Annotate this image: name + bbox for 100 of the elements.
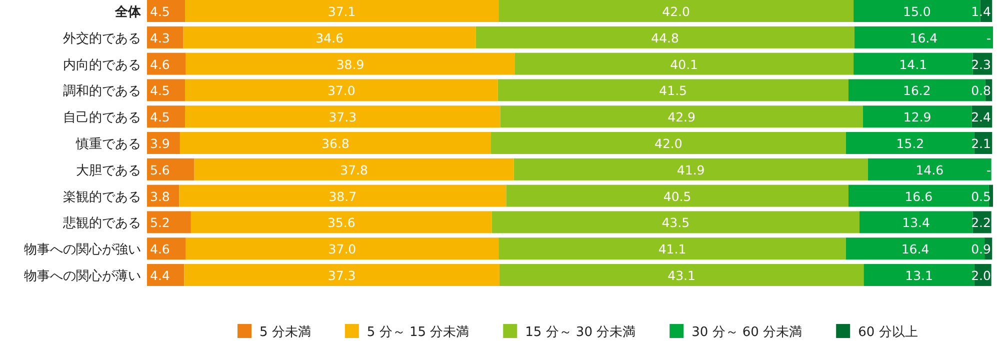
y-tick-label: 大胆である bbox=[76, 163, 141, 178]
bar bbox=[490, 132, 846, 154]
data-label: 0.9 bbox=[971, 242, 992, 257]
data-label: 2.0 bbox=[971, 268, 992, 283]
bar bbox=[147, 238, 186, 260]
data-label: 14.1 bbox=[899, 56, 928, 72]
data-label: 36.8 bbox=[322, 136, 350, 151]
y-tick-label: 全体 bbox=[114, 5, 142, 20]
data-label: 2.3 bbox=[971, 56, 991, 72]
data-label: 1.4 bbox=[971, 4, 992, 19]
data-label: 37.0 bbox=[327, 83, 356, 98]
data-label: 37.3 bbox=[328, 268, 356, 283]
data-label: 0.8 bbox=[971, 83, 992, 98]
bar bbox=[498, 238, 846, 260]
data-label: 35.6 bbox=[327, 215, 356, 230]
bar bbox=[506, 184, 848, 207]
bar bbox=[179, 184, 506, 207]
data-label: 37.1 bbox=[328, 4, 356, 19]
data-label: 5.6 bbox=[150, 162, 170, 178]
data-label: 37.0 bbox=[328, 242, 356, 257]
y-tick-label: 外交的である bbox=[63, 30, 141, 46]
y-tick-label: 楽観的である bbox=[63, 190, 141, 205]
bar bbox=[184, 264, 500, 286]
bar bbox=[185, 0, 499, 22]
bar bbox=[147, 264, 184, 286]
data-label: 42.0 bbox=[662, 4, 690, 19]
data-label: 4.4 bbox=[150, 268, 170, 283]
y-tick-label: 悲観的である bbox=[62, 216, 141, 232]
bar bbox=[180, 132, 491, 154]
bar bbox=[147, 132, 180, 154]
data-label: 41.5 bbox=[659, 83, 688, 98]
bar bbox=[183, 26, 476, 48]
bar bbox=[186, 238, 499, 260]
bar bbox=[498, 79, 848, 102]
bar bbox=[498, 0, 854, 22]
bar bbox=[514, 52, 854, 75]
legend-label: 60 分以上 bbox=[858, 325, 918, 340]
bar bbox=[185, 79, 498, 102]
data-label: 2.4 bbox=[971, 110, 992, 125]
data-label: 42.0 bbox=[654, 136, 682, 151]
bar bbox=[190, 211, 492, 234]
bar bbox=[499, 264, 864, 286]
bar bbox=[514, 158, 868, 180]
y-tick-label: 物事への関心が強い bbox=[24, 242, 141, 258]
data-label: 15.0 bbox=[903, 4, 931, 19]
bar bbox=[859, 211, 973, 234]
bar bbox=[147, 0, 186, 22]
bar bbox=[868, 158, 992, 180]
bar bbox=[185, 106, 500, 128]
data-label: 13.1 bbox=[905, 268, 933, 283]
data-label: 38.7 bbox=[328, 188, 357, 204]
y-tick-label: 物事への関心が薄い bbox=[24, 268, 141, 284]
data-label: 4.6 bbox=[150, 56, 170, 72]
data-label: 38.9 bbox=[336, 56, 364, 72]
data-label: 3.8 bbox=[150, 188, 170, 204]
data-label: 14.6 bbox=[916, 162, 944, 178]
data-label: 37.8 bbox=[340, 162, 368, 178]
legend-label: 5 分～ 15 分未満 bbox=[366, 325, 470, 340]
bar bbox=[862, 106, 972, 128]
data-label: 37.3 bbox=[328, 110, 357, 125]
data-label: 4.5 bbox=[150, 83, 170, 98]
data-label: 15.2 bbox=[896, 136, 924, 151]
data-label: 40.5 bbox=[663, 188, 692, 204]
data-label: 4.5 bbox=[150, 110, 170, 125]
bar bbox=[476, 26, 854, 48]
data-label: 43.5 bbox=[662, 215, 690, 230]
data-label: 34.6 bbox=[316, 30, 344, 46]
bar bbox=[147, 211, 191, 234]
data-label: 12.9 bbox=[903, 110, 932, 125]
bar bbox=[500, 106, 863, 128]
bar bbox=[186, 52, 515, 75]
data-label: 42.9 bbox=[668, 110, 696, 125]
data-label: 13.4 bbox=[902, 215, 930, 230]
data-label: 0.5 bbox=[971, 188, 991, 204]
data-label: 4.5 bbox=[150, 4, 170, 19]
legend-label: 30 分～ 60 分未満 bbox=[692, 325, 802, 340]
data-label: 2.1 bbox=[971, 136, 991, 151]
bar bbox=[147, 26, 184, 48]
data-label: 43.1 bbox=[668, 268, 696, 283]
legend-label: 15 分～ 30 分未満 bbox=[525, 325, 636, 340]
text: - bbox=[986, 30, 991, 46]
text: - bbox=[986, 162, 991, 178]
data-label: 16.6 bbox=[904, 188, 933, 204]
bar bbox=[147, 52, 186, 75]
data-label: 40.1 bbox=[670, 56, 698, 72]
bar bbox=[147, 106, 186, 128]
data-label: 4.6 bbox=[150, 242, 170, 257]
y-tick-label: 内向的である bbox=[63, 58, 141, 73]
bar bbox=[854, 52, 973, 75]
data-label: 41.9 bbox=[676, 162, 705, 178]
data-label: 41.1 bbox=[658, 242, 686, 257]
data-label: 16.4 bbox=[910, 30, 938, 46]
data-label: 2.2 bbox=[971, 215, 991, 230]
bar bbox=[147, 158, 194, 180]
data-label: 4.3 bbox=[150, 30, 170, 46]
bar bbox=[848, 184, 989, 207]
legend-label: 5 分未満 bbox=[260, 325, 311, 340]
bar bbox=[147, 79, 186, 102]
y-tick-label: 調和的である bbox=[63, 84, 141, 100]
bar bbox=[854, 26, 993, 48]
